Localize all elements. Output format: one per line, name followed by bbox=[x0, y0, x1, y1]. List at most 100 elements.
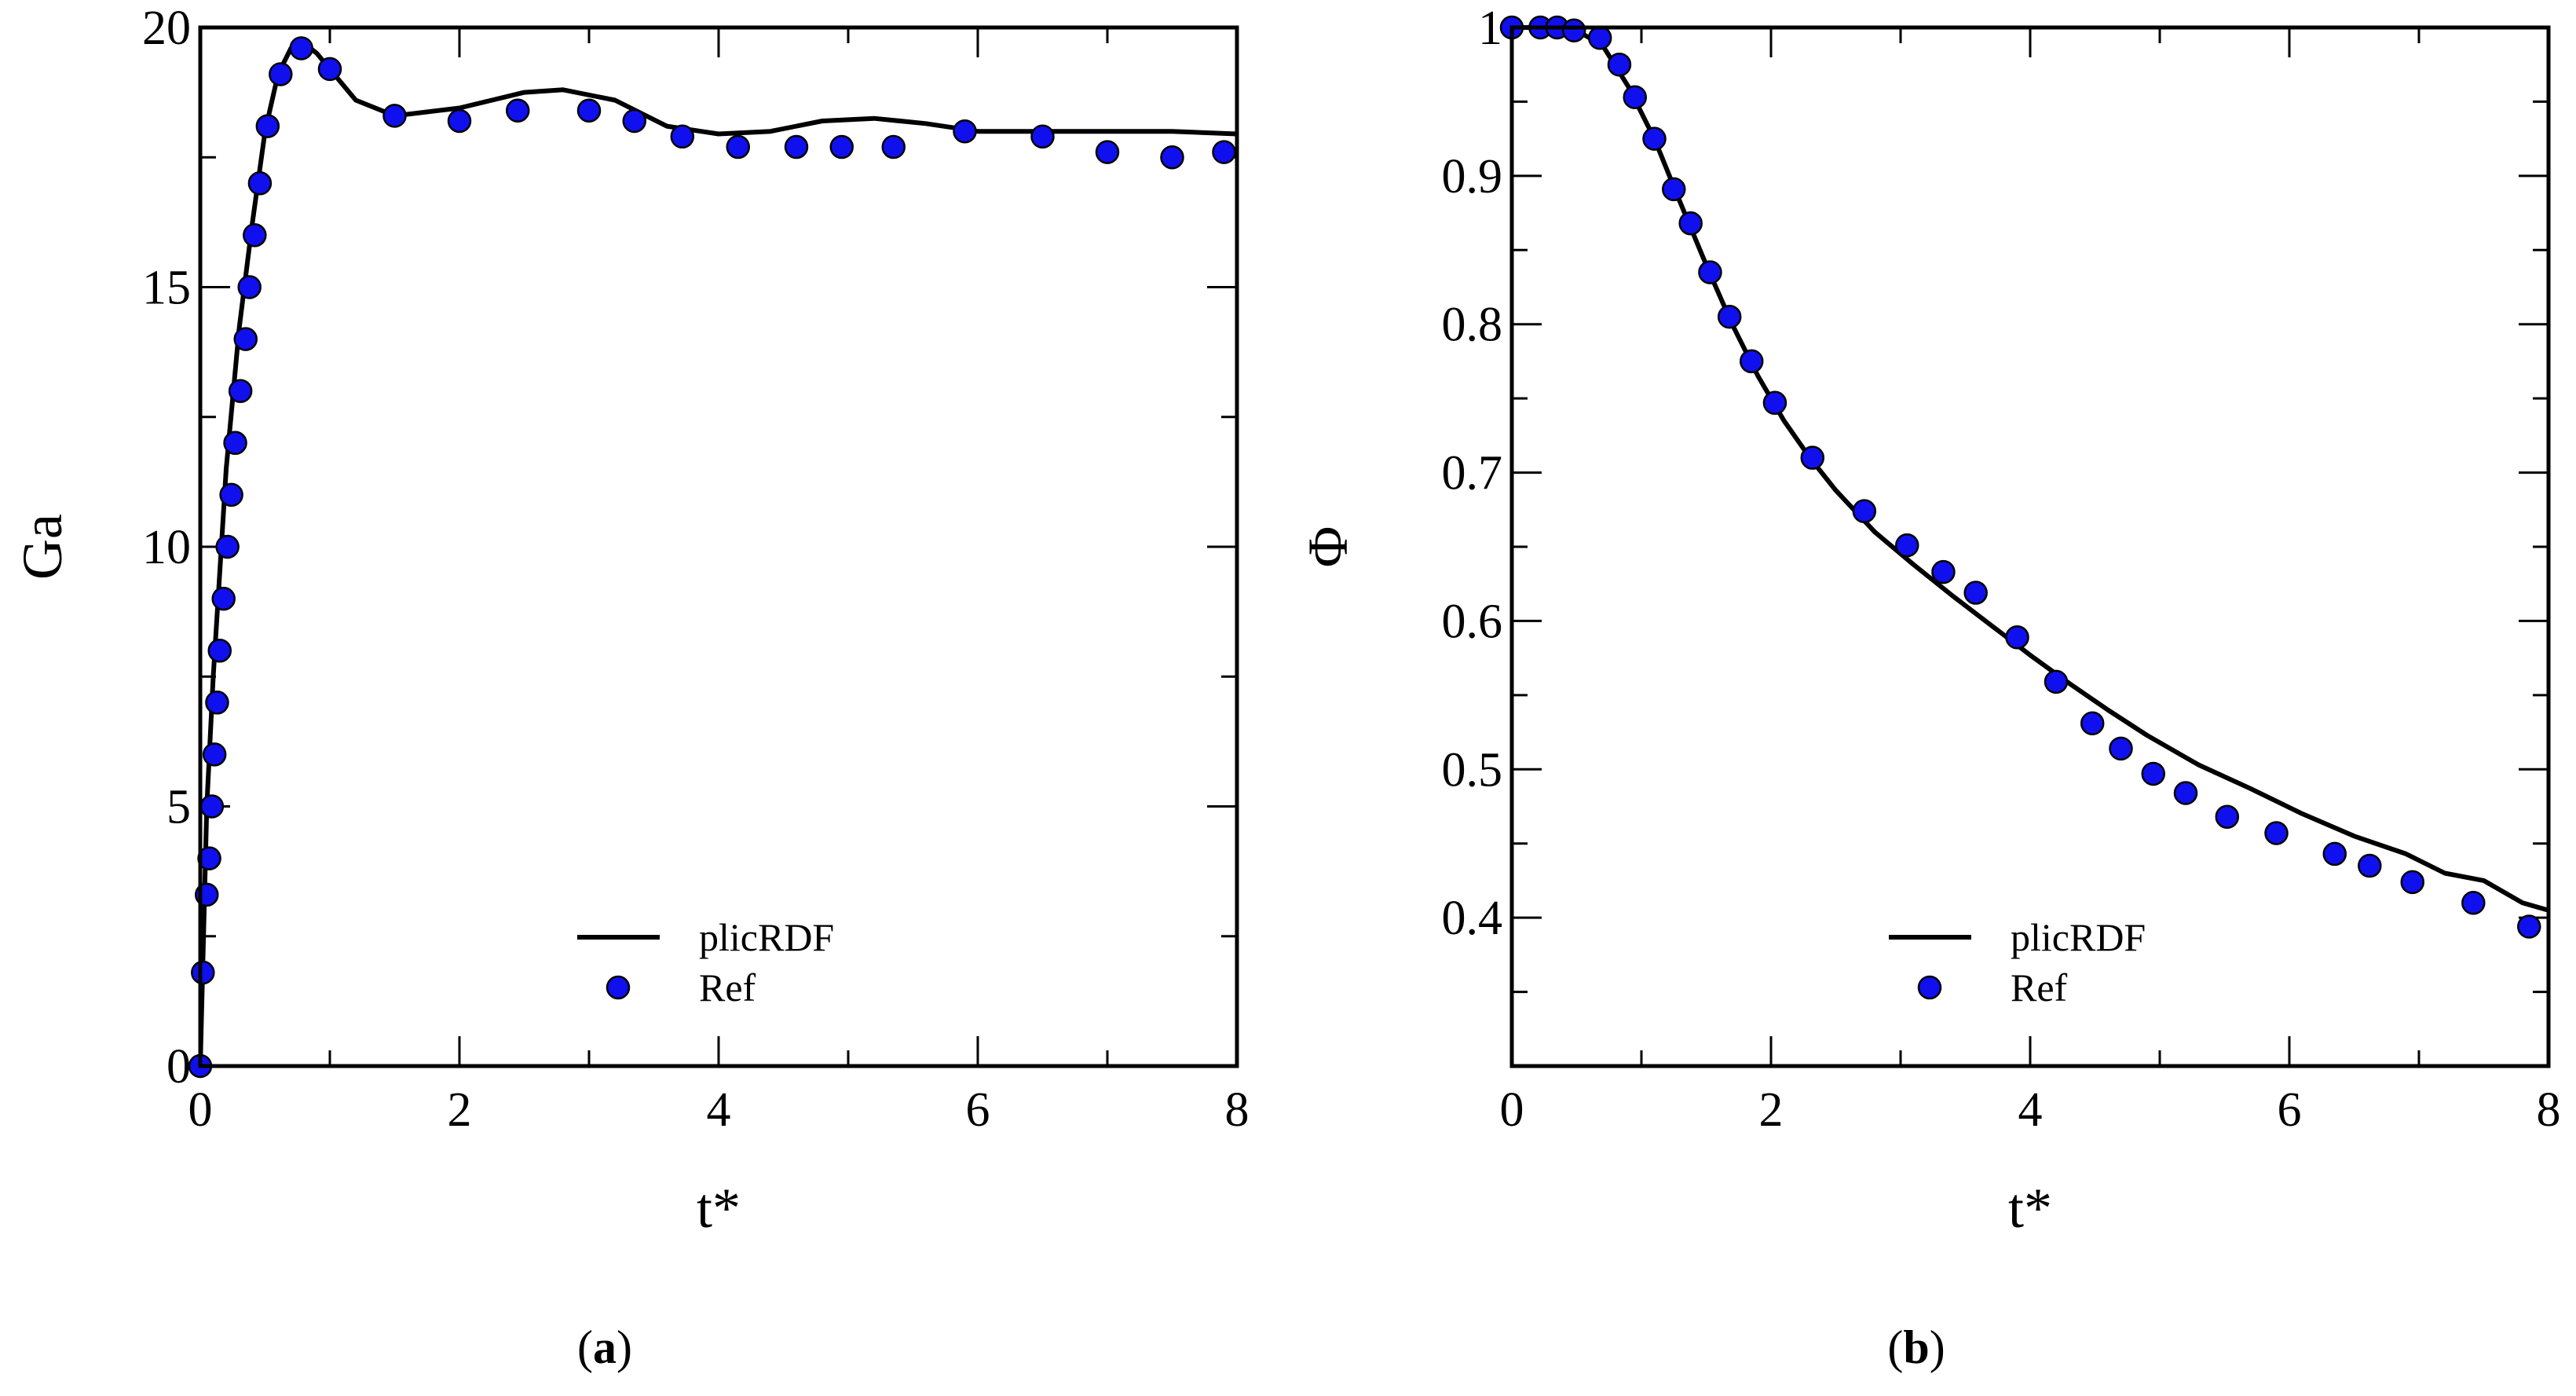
chart-a-series-ref-point bbox=[205, 691, 229, 715]
chart-b-series-ref-point bbox=[1623, 85, 1647, 110]
chart-b-series-ref-point bbox=[1607, 52, 1632, 77]
chart-b-y-tick-label: 1 bbox=[1478, 2, 1502, 55]
chart-b-caption-letter: b bbox=[1903, 1321, 1929, 1373]
chart-a-series-ref-point bbox=[247, 171, 273, 196]
chart-a-series-ref-point bbox=[317, 57, 342, 82]
chart-b-y-tick-label: 0.9 bbox=[1442, 150, 1503, 203]
chart-a-series-ref-point bbox=[447, 108, 472, 134]
chart-a-y-tick-label: 20 bbox=[142, 2, 191, 55]
chart-a-series-ref-point bbox=[243, 223, 267, 247]
chart-a-series-ref-point bbox=[223, 431, 247, 456]
chart-b-series-ref-point bbox=[1698, 260, 1722, 284]
chart-b-series-ref-point bbox=[1662, 177, 1686, 202]
chart-a-series-ref-point bbox=[1030, 124, 1055, 149]
chart-a-series-ref-point bbox=[726, 134, 750, 159]
chart-b-caption-open: ( bbox=[1887, 1321, 1903, 1373]
chart-b-series-ref-point bbox=[1895, 533, 1919, 558]
chart-a-series-ref-point bbox=[269, 62, 293, 86]
chart-a-series-ref-point bbox=[289, 36, 313, 60]
chart-b-series-ref-point bbox=[1561, 18, 1586, 43]
chart-b-x-axis-title: t* bbox=[2008, 1177, 2052, 1240]
chart-b-x-tick-label: 8 bbox=[2537, 1083, 2561, 1137]
chart-a-y-axis-title: Ga bbox=[11, 514, 74, 580]
chart-a-plot-frame bbox=[198, 25, 1239, 1068]
chart-a-series-ref-point bbox=[881, 134, 906, 159]
chart-b-series-ref-point bbox=[1717, 305, 1742, 329]
chart-a-series-ref-point bbox=[233, 327, 258, 351]
chart-b-series-ref-point bbox=[1762, 390, 1787, 416]
chart-a-series-ref-point bbox=[622, 108, 646, 134]
chart-b-y-tick-label: 0.5 bbox=[1442, 743, 1503, 797]
chart-a-series-ref-point bbox=[576, 98, 602, 123]
chart-b-series-ref-point bbox=[2005, 625, 2029, 650]
chart-b-series-ref-point bbox=[1587, 25, 1612, 50]
chart-a-series-ref-point bbox=[670, 124, 695, 149]
chart-b-y-axis-title-text: Φ bbox=[1297, 526, 1359, 568]
chart-a-series-ref-point bbox=[211, 586, 236, 611]
chart-a-series-ref-point bbox=[829, 134, 854, 159]
chart-b-y-tick-label: 0.7 bbox=[1442, 447, 1503, 500]
chart-a-series-ref-point bbox=[219, 482, 243, 507]
chart-a-series-ref-point bbox=[953, 119, 977, 144]
chart-a-y-tick-label: 5 bbox=[166, 781, 191, 834]
chart-b-plot-frame bbox=[1509, 25, 2551, 1068]
chart-b-series-ref-point bbox=[2109, 736, 2133, 761]
chart-a-legend-marker-symbol bbox=[606, 975, 631, 1000]
chart-a-series-ref-point bbox=[506, 98, 530, 123]
chart-b-series-ref-point bbox=[1963, 581, 1988, 605]
chart-a-series-ref-point bbox=[382, 104, 407, 128]
chart-b-series-ref-point bbox=[2517, 914, 2541, 939]
chart-b-x-tick-label: 6 bbox=[2278, 1083, 2302, 1137]
chart-a-legend-label: Ref bbox=[699, 965, 756, 1009]
chart-a-y-tick-label: 10 bbox=[142, 521, 191, 574]
chart-b-legend-label: plicRDF bbox=[2011, 915, 2146, 959]
chart-b-x-tick-label: 4 bbox=[2018, 1083, 2043, 1137]
chart-a-series-ref-point bbox=[237, 275, 262, 299]
chart-b-series-ref-point bbox=[1678, 211, 1703, 236]
chart-a-series-ref-point bbox=[202, 742, 227, 767]
chart-a-series-ref-point bbox=[1212, 140, 1236, 164]
chart-a-x-tick-label: 4 bbox=[707, 1083, 731, 1137]
chart-a-x-axis-title: t* bbox=[697, 1177, 741, 1240]
chart-a-x-tick-label: 8 bbox=[1225, 1083, 1250, 1137]
chart-b-x-tick-label: 0 bbox=[1500, 1083, 1524, 1137]
chart-a-series-ref-point bbox=[1095, 140, 1120, 164]
chart-a-series-ref-point bbox=[207, 638, 232, 663]
chart-a-x-tick-label: 6 bbox=[966, 1083, 990, 1137]
chart-a-caption-letter: a bbox=[593, 1321, 617, 1373]
chart-panel-a: 0 2 4 6 8 0 5 10 15 20 plicRDF Ref t* Ga (a) bbox=[11, 2, 1250, 1373]
chart-b-legend-label: Ref bbox=[2011, 965, 2068, 1009]
chart-b-series-ref-point bbox=[2173, 781, 2198, 805]
chart-b-legend-marker-symbol bbox=[1917, 975, 1942, 1000]
chart-b-series-ref-point bbox=[2264, 821, 2289, 845]
chart-b-y-tick-label: 0.6 bbox=[1442, 595, 1503, 648]
chart-a-y-tick-label: 0 bbox=[166, 1040, 191, 1094]
chart-a-series-ref-point bbox=[191, 960, 215, 985]
chart-a-legend-label: plicRDF bbox=[699, 915, 834, 959]
chart-b-series-ref-point bbox=[1852, 499, 1877, 523]
chart-panel-b: 0 2 4 6 8 0.4 0.5 0.6 0.7 0.8 0.9 1 plicRDF Ref t* Φ (b) bbox=[1297, 2, 2561, 1373]
chart-a-series-ref-point bbox=[784, 134, 809, 159]
chart-a-series-ref-point bbox=[215, 534, 240, 559]
chart-b-series-ref-point bbox=[2141, 761, 2165, 786]
chart-b-y-tick-label: 0.8 bbox=[1442, 299, 1503, 352]
chart-b-y-axis-title: Φ bbox=[1297, 526, 1359, 568]
chart-a-x-tick-label: 0 bbox=[188, 1083, 213, 1137]
chart-a-x-tick-label: 2 bbox=[448, 1083, 472, 1137]
chart-a-caption: (a) bbox=[577, 1321, 632, 1373]
chart-a-y-axis-title-text: Ga bbox=[11, 514, 74, 580]
chart-a-series-ref-point bbox=[255, 114, 280, 138]
chart-a-y-tick-label: 15 bbox=[142, 262, 191, 315]
chart-b-caption: (b) bbox=[1887, 1321, 1945, 1373]
chart-b-series-ref-point bbox=[1931, 559, 1956, 584]
chart-a-series-ref-point bbox=[199, 794, 225, 819]
chart-a-caption-close: ) bbox=[617, 1321, 632, 1373]
chart-b-caption-close: ) bbox=[1930, 1321, 1945, 1373]
chart-b-series-ref-point bbox=[2044, 669, 2069, 694]
chart-b-y-tick-label: 0.4 bbox=[1442, 892, 1503, 945]
chart-b-series-ref-point bbox=[2215, 804, 2240, 829]
chart-b-series-ref-point bbox=[2322, 841, 2347, 867]
chart-b-series-ref-point bbox=[2400, 870, 2424, 895]
